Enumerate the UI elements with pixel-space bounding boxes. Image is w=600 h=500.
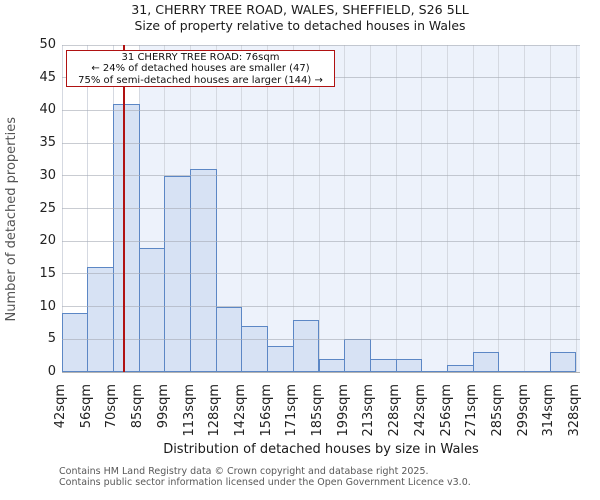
x-tick-label: 99sqm xyxy=(155,384,171,429)
y-tick-label: 30 xyxy=(39,167,56,183)
x-tick-label: 242sqm xyxy=(412,384,428,437)
chart-title-block: 31, CHERRY TREE ROAD, WALES, SHEFFIELD, … xyxy=(0,2,600,34)
x-tick-label: 285sqm xyxy=(489,384,505,437)
property-marker-line xyxy=(122,45,125,372)
y-tick-label: 35 xyxy=(39,135,56,151)
x-axis-label: Distribution of detached houses by size … xyxy=(163,442,479,457)
gridline-horizontal xyxy=(62,273,580,275)
x-tick-label: 113sqm xyxy=(181,384,197,437)
x-tick-label: 228sqm xyxy=(387,384,403,437)
histogram-bar xyxy=(112,103,140,372)
x-tick-label: 56sqm xyxy=(78,384,94,429)
x-tick-label: 85sqm xyxy=(130,384,146,429)
histogram-bar xyxy=(241,326,269,372)
x-axis-line xyxy=(62,372,580,373)
histogram-bar xyxy=(267,345,294,372)
x-tick-label: 185sqm xyxy=(310,384,325,437)
footer-line-1: Contains HM Land Registry data © Crown c… xyxy=(59,466,429,477)
histogram-bar xyxy=(344,339,371,372)
footer-line-2: Contains public sector information licen… xyxy=(59,476,471,488)
histogram-bar xyxy=(292,319,320,372)
histogram-bar xyxy=(87,267,114,372)
x-tick-label: 171sqm xyxy=(284,384,300,437)
annotation-line-2: ← 24% of detached houses are smaller (47… xyxy=(91,63,310,75)
x-tick-label: 142sqm xyxy=(232,384,248,437)
gridline-horizontal xyxy=(62,240,580,242)
x-tick-label: 271sqm xyxy=(464,384,480,437)
x-tick-label: 70sqm xyxy=(104,384,120,429)
y-tick-label: 5 xyxy=(47,331,56,347)
x-tick-label: 213sqm xyxy=(361,384,377,437)
histogram-bar xyxy=(138,247,166,372)
histogram-bar xyxy=(472,352,500,372)
y-tick-label: 20 xyxy=(39,233,56,249)
gridline-horizontal xyxy=(62,175,580,177)
y-tick-label: 25 xyxy=(39,200,56,216)
annotation-line-1: 31 CHERRY TREE ROAD: 76sqm xyxy=(121,52,280,63)
chart-title: 31, CHERRY TREE ROAD, WALES, SHEFFIELD, … xyxy=(131,2,469,17)
gridline-horizontal xyxy=(62,306,580,308)
gridline-horizontal xyxy=(62,44,580,46)
histogram-bar xyxy=(190,169,217,372)
x-tick-label: 156sqm xyxy=(258,384,274,437)
histogram-bar xyxy=(61,313,89,372)
histogram-bar xyxy=(318,358,346,372)
x-tick-label: 256sqm xyxy=(438,384,454,437)
gridline-horizontal xyxy=(62,338,580,340)
y-tick-label: 0 xyxy=(47,364,56,379)
y-tick-label: 15 xyxy=(39,265,56,281)
x-tick-label: 42sqm xyxy=(53,384,68,429)
y-tick-label: 45 xyxy=(39,69,56,85)
histogram-bar xyxy=(395,358,423,372)
x-tick-label: 299sqm xyxy=(515,384,531,437)
x-tick-label: 199sqm xyxy=(335,384,351,437)
x-tick-label: 128sqm xyxy=(207,384,223,437)
y-tick-label: 40 xyxy=(39,102,56,118)
y-axis-label: Number of detached properties xyxy=(4,117,19,322)
plot-area: 31 CHERRY TREE ROAD: 76sqm ← 24% of deta… xyxy=(61,44,580,373)
y-tick-label: 10 xyxy=(39,298,56,314)
gridline-horizontal xyxy=(62,208,580,209)
x-tick-label: 314sqm xyxy=(541,384,557,437)
attribution-footer: Contains HM Land Registry data © Crown c… xyxy=(59,466,471,488)
property-annotation-box: 31 CHERRY TREE ROAD: 76sqm ← 24% of deta… xyxy=(66,50,335,87)
histogram-bar xyxy=(549,352,577,372)
annotation-line-3: 75% of semi-detached houses are larger (… xyxy=(78,74,323,86)
x-tick-label: 328sqm xyxy=(567,384,582,437)
gridline-horizontal xyxy=(62,142,580,144)
chart-subtitle: Size of property relative to detached ho… xyxy=(134,18,466,33)
y-tick-label: 50 xyxy=(39,37,56,52)
gridline-horizontal xyxy=(62,109,580,111)
histogram-bar xyxy=(369,358,397,372)
